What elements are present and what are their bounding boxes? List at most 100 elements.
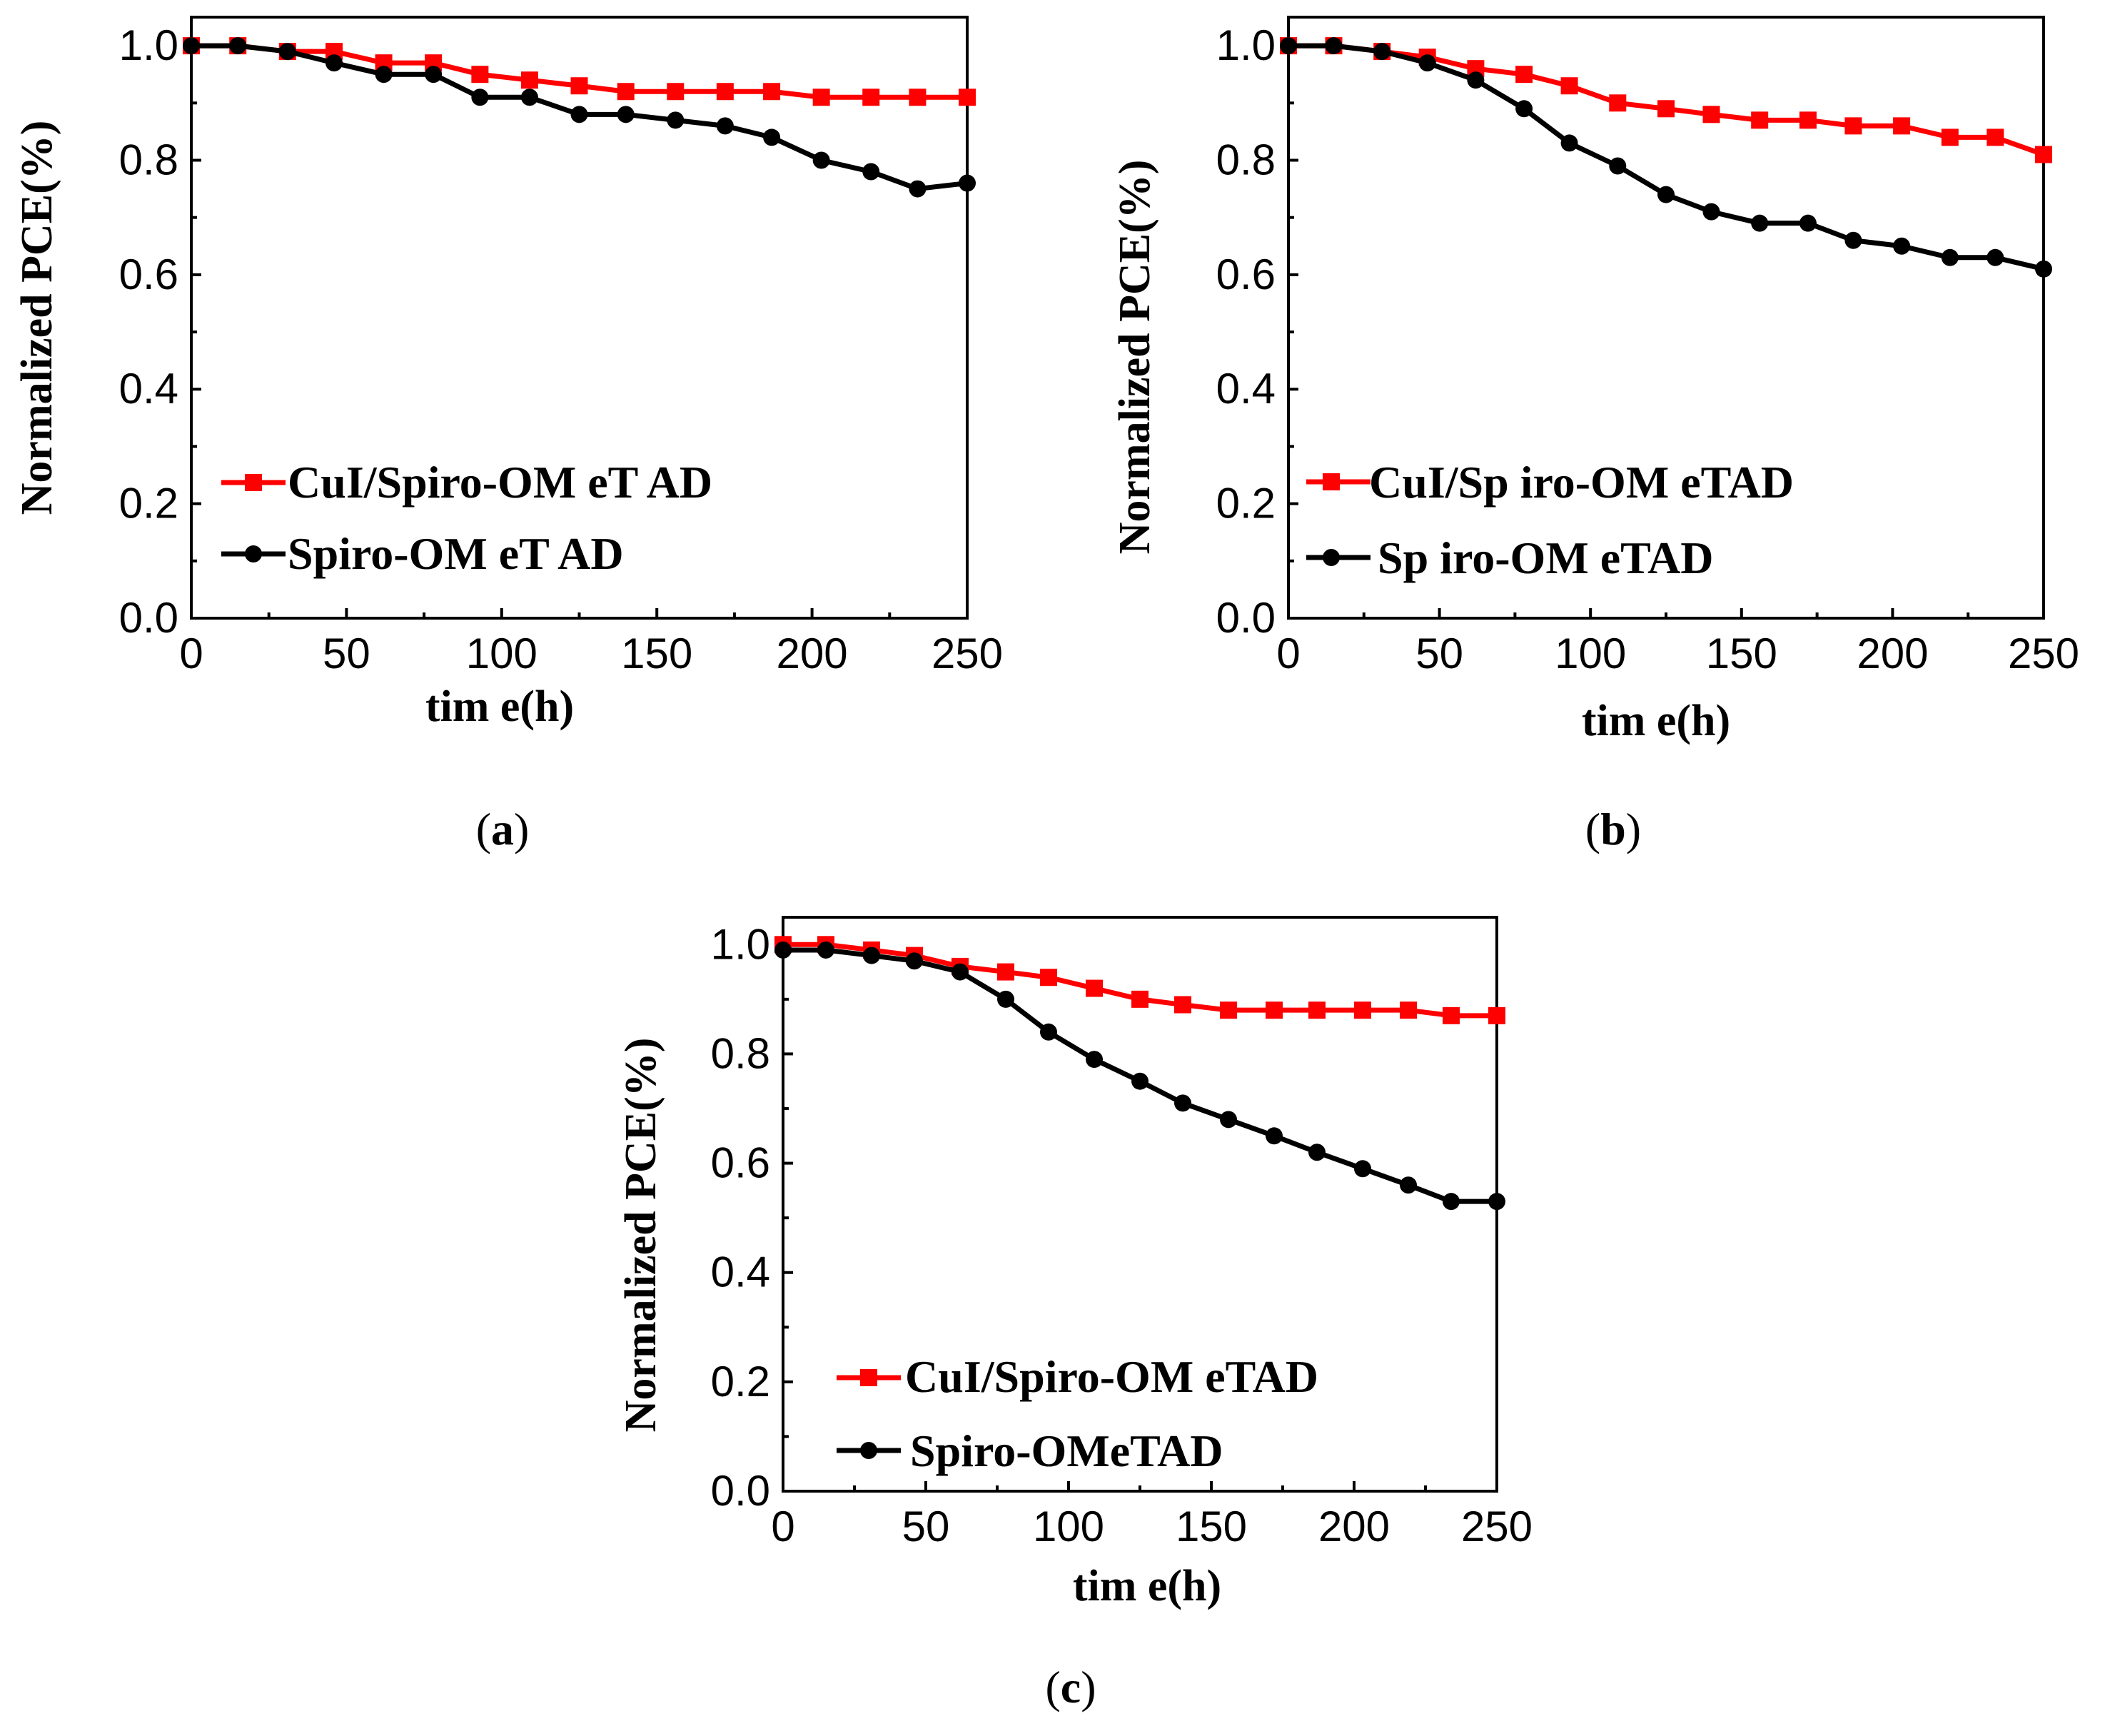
x-axis-title: tim e(h) <box>1073 1562 1221 1610</box>
data-point-spiro <box>1844 231 1862 249</box>
y-tick-label: 0.2 <box>711 1358 770 1406</box>
data-point-spiro <box>1400 1176 1417 1194</box>
data-point-cui-spiro <box>2035 146 2052 163</box>
data-point-spiro <box>1354 1160 1371 1178</box>
data-point-cui-spiro <box>812 89 830 106</box>
data-point-cui-spiro <box>1893 117 1911 135</box>
x-tick-label: 150 <box>1706 630 1777 677</box>
legend-marker-spiro <box>860 1442 877 1459</box>
data-point-spiro <box>997 990 1014 1008</box>
data-point-spiro <box>2035 260 2052 278</box>
data-point-cui-spiro <box>1174 996 1191 1014</box>
series-line-spiro <box>1288 43 2044 272</box>
x-tick-label: 250 <box>1461 1503 1533 1550</box>
data-point-spiro <box>1657 186 1675 203</box>
x-axis-title: tim e(h) <box>1582 697 1730 745</box>
data-point-cui-spiro <box>1515 66 1533 84</box>
data-point-cui-spiro <box>1844 117 1862 135</box>
x-tick-label: 50 <box>323 630 370 677</box>
x-tick-label: 150 <box>621 630 692 677</box>
data-point-spiro <box>229 37 247 55</box>
data-point-cui-spiro <box>1702 106 1720 123</box>
data-point-spiro <box>1467 71 1485 89</box>
x-tick-label: 250 <box>932 630 1003 677</box>
data-point-spiro <box>1280 37 1297 55</box>
data-point-cui-spiro <box>1941 128 1959 146</box>
data-point-spiro <box>716 117 734 135</box>
chart-panel-c: 0 50 100 150 200 250 0.0 0.2 0.4 0.6 0.8 1.0 tim e(… <box>617 916 1533 1712</box>
data-point-spiro <box>817 941 834 959</box>
x-tick-label: 150 <box>1176 1503 1247 1550</box>
legend-marker-spiro <box>1323 549 1340 566</box>
data-point-cui-spiro <box>1799 111 1817 129</box>
x-tick-label: 0 <box>771 1503 794 1550</box>
legend-label-cui-spiro: CuI/Spiro-OM eTAD <box>905 1351 1318 1402</box>
data-point-spiro <box>1174 1094 1191 1112</box>
data-point-cui-spiro <box>667 83 685 101</box>
legend-label-spiro: Spiro-OM eT AD <box>288 528 624 579</box>
data-point-spiro <box>1131 1072 1149 1090</box>
data-point-spiro <box>763 128 781 146</box>
data-point-spiro <box>906 952 923 970</box>
x-tick-label: 100 <box>466 630 537 677</box>
legend: CuI/Sp iro-OM eTAD Sp iro-OM eTAD <box>1306 457 1794 583</box>
data-point-spiro <box>1040 1023 1057 1041</box>
data-point-spiro <box>1941 248 1959 266</box>
data-point-spiro <box>959 174 976 192</box>
data-point-spiro <box>1308 1144 1326 1161</box>
legend-label-cui-spiro: CuI/Sp iro-OM eTAD <box>1369 457 1794 508</box>
panel-caption-a: (a) <box>476 804 530 854</box>
series-line-cui-spiro <box>1288 43 2045 157</box>
legend-label-spiro: Spiro-OMeTAD <box>910 1425 1223 1476</box>
data-point-spiro <box>325 54 343 72</box>
data-point-cui-spiro <box>1040 969 1057 986</box>
data-point-cui-spiro <box>1266 1001 1283 1019</box>
panel-caption-b: (b) <box>1585 804 1641 854</box>
data-point-spiro <box>1373 43 1391 61</box>
y-tick-label: 0.6 <box>1216 251 1276 298</box>
y-tick-label: 0.0 <box>711 1467 770 1515</box>
data-point-cui-spiro <box>1308 1001 1326 1019</box>
legend-label-cui-spiro: CuI/Spiro-OM eT AD <box>288 457 712 508</box>
data-point-spiro <box>1418 54 1436 72</box>
data-point-spiro <box>617 106 635 123</box>
data-point-cui-spiro <box>959 89 976 106</box>
panel-caption-c: (c) <box>1045 1662 1096 1712</box>
y-axis-title: Normalized PCE(%) <box>617 1038 665 1433</box>
y-tick-label: 1.0 <box>1216 21 1276 69</box>
data-point-spiro <box>1799 214 1817 232</box>
legend-marker-cui <box>1323 473 1340 490</box>
data-point-spiro <box>1987 248 2004 266</box>
y-tick-label: 0.4 <box>711 1248 770 1296</box>
data-point-spiro <box>862 163 880 181</box>
legend: CuI/Spiro-OM eT AD Spiro-OM eT AD <box>221 457 712 579</box>
chart-panel-b: 0 50 100 150 200 250 0.0 0.2 0.4 0.6 0.8 1.0 tim e(… <box>1111 16 2079 854</box>
data-point-cui-spiro <box>862 89 880 106</box>
data-point-cui-spiro <box>617 83 635 101</box>
x-tick-label: 100 <box>1033 1503 1104 1550</box>
data-point-spiro <box>375 66 393 84</box>
data-point-spiro <box>951 963 969 981</box>
legend-marker-spiro <box>245 545 262 562</box>
y-tick-label: 0.8 <box>119 136 178 183</box>
data-point-cui-spiro <box>471 66 489 84</box>
x-tick-label: 200 <box>777 630 848 677</box>
x-tick-label: 200 <box>1318 1503 1390 1550</box>
data-point-cui-spiro <box>570 77 588 95</box>
data-point-cui-spiro <box>1560 77 1578 95</box>
data-point-cui-spiro <box>1609 94 1627 112</box>
legend-label-spiro: Sp iro-OM eTAD <box>1378 533 1714 583</box>
data-point-cui-spiro <box>1220 1001 1237 1019</box>
y-tick-label: 0.8 <box>1216 136 1276 183</box>
y-axis-title: Normalized PCE(%) <box>1111 160 1159 555</box>
y-tick-label: 0.8 <box>711 1029 770 1077</box>
y-tick-label: 1.0 <box>119 21 178 69</box>
y-tick-label: 0.0 <box>1216 594 1276 642</box>
data-point-cui-spiro <box>997 963 1014 981</box>
data-point-spiro <box>774 941 792 959</box>
data-point-cui-spiro <box>1488 1006 1505 1024</box>
data-point-cui-spiro <box>1443 1006 1460 1024</box>
data-point-spiro <box>570 106 588 123</box>
data-point-cui-spiro <box>716 83 734 101</box>
legend: CuI/Spiro-OM eTAD Spiro-OMeTAD <box>837 1351 1318 1476</box>
